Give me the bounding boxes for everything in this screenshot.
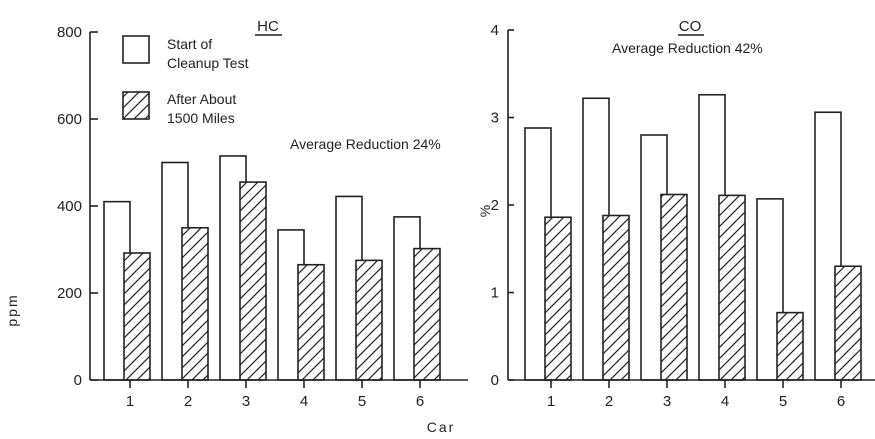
hc-bar-after: [181, 226, 209, 381]
co-x-axis: 1 2 3 4 5 6: [547, 380, 845, 410]
hc-y-axis-label: ppm: [4, 293, 20, 326]
legend-swatch-after: [122, 91, 150, 120]
hc-bar-after: [355, 259, 383, 381]
co-y-tick-label: 1: [491, 285, 499, 302]
hc-bar-after: [123, 252, 151, 381]
hc-x-tick-label: 2: [184, 393, 192, 410]
shared-x-axis-label: Car: [427, 419, 456, 435]
co-x-tick-label: 6: [837, 393, 845, 410]
co-chart: CO Average Reduction 42% % 0 1 2 3 4 1 2 3 4 5 6: [477, 18, 875, 410]
co-x-tick-label: 5: [779, 393, 787, 410]
legend-start-line1: Start of: [167, 36, 212, 52]
hc-y-axis: 0 200 400 600 800: [57, 24, 98, 389]
co-average-reduction: Average Reduction 42%: [612, 40, 763, 56]
hc-x-axis: 1 2 3 4 5 6: [126, 380, 424, 410]
co-bar-after: [718, 194, 746, 381]
hc-y-tick-label: 0: [74, 372, 82, 389]
co-x-tick-label: 2: [605, 393, 613, 410]
hc-y-tick-label: 600: [57, 111, 82, 128]
hc-bar-after: [239, 181, 267, 381]
co-y-axis-label: %: [477, 203, 493, 217]
co-bar-after: [776, 311, 804, 381]
hc-x-tick-label: 3: [242, 393, 250, 410]
hc-x-tick-label: 1: [126, 393, 134, 410]
co-bar-after: [660, 193, 688, 381]
hc-y-tick-label: 800: [57, 24, 82, 41]
co-y-tick-label: 0: [491, 372, 499, 389]
hc-average-reduction: Average Reduction 24%: [290, 136, 441, 152]
legend-after-line2: 1500 Miles: [167, 110, 235, 126]
hc-bars: [103, 155, 441, 381]
hc-x-tick-label: 4: [300, 393, 308, 410]
hc-y-tick-label: 200: [57, 285, 82, 302]
legend-after-line1: After About: [167, 91, 236, 107]
co-x-tick-label: 3: [663, 393, 671, 410]
legend-swatch-start: [122, 35, 150, 64]
co-bar-after: [544, 216, 572, 381]
co-bars: [524, 93, 862, 381]
co-chart-title: CO: [679, 18, 702, 35]
hc-bar-after: [297, 263, 325, 381]
co-bar-after: [834, 265, 862, 381]
co-y-axis: 0 1 2 3 4: [491, 22, 514, 389]
legend-start-line2: Cleanup Test: [167, 55, 249, 71]
co-x-tick-label: 1: [547, 393, 555, 410]
co-bar-after: [602, 214, 630, 381]
hc-x-tick-label: 5: [358, 393, 366, 410]
hc-bar-after: [413, 247, 441, 381]
legend: Start of Cleanup Test After About 1500 M…: [122, 35, 249, 126]
hc-y-tick-label: 400: [57, 198, 82, 215]
co-y-tick-label: 3: [491, 110, 499, 127]
hc-x-tick-label: 6: [416, 393, 424, 410]
co-y-tick-label: 4: [491, 22, 499, 39]
co-y-tick-label: 2: [491, 197, 499, 214]
co-x-tick-label: 4: [721, 393, 729, 410]
hc-chart-title: HC: [257, 18, 279, 35]
hc-chart: HC Average Reduction 24% ppm 0 200 400 600 8…: [4, 18, 468, 410]
